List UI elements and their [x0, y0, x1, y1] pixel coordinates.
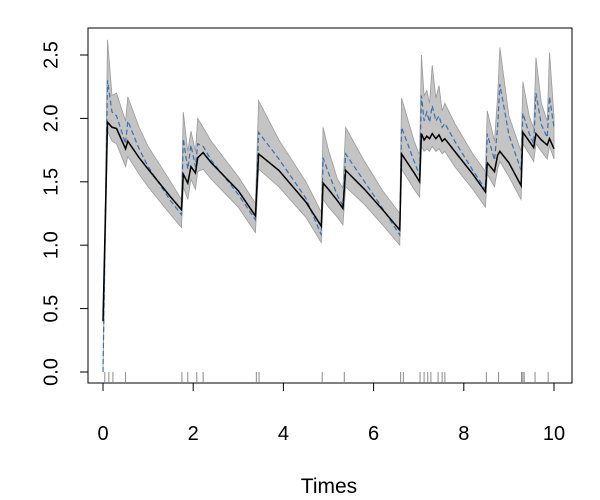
x-tick-label: 6 [368, 423, 379, 445]
y-tick-label: 1.5 [40, 168, 62, 196]
x-tick-label: 0 [97, 423, 108, 445]
event-rug [104, 372, 549, 382]
plot-area [102, 39, 555, 382]
x-tick-label: 8 [458, 423, 469, 445]
x-tick-label: 10 [543, 423, 565, 445]
y-tick-label: 2.5 [40, 41, 62, 69]
series-line-truth [102, 80, 555, 373]
x-axis: 0 2 4 6 8 10 [97, 382, 565, 445]
x-tick-label: 2 [188, 423, 199, 445]
y-tick-label: 0.0 [40, 358, 62, 386]
confidence-band [102, 39, 555, 373]
y-tick-label: 1.0 [40, 231, 62, 259]
series-line-estimate [102, 120, 555, 322]
x-tick-label: 4 [278, 423, 289, 445]
y-tick-label: 2.0 [40, 104, 62, 132]
y-axis: 0.0 0.5 1.0 1.5 2.0 2.5 [40, 41, 89, 386]
y-tick-label: 0.5 [40, 295, 62, 323]
x-axis-title: Times [301, 475, 357, 498]
